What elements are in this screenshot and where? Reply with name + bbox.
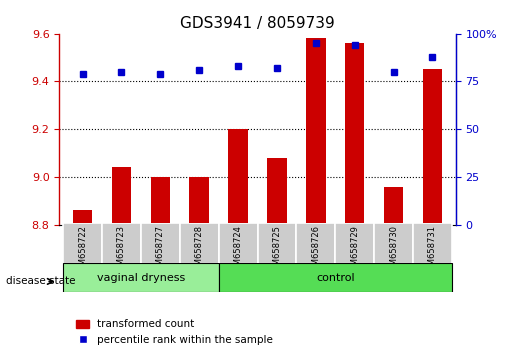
FancyBboxPatch shape [219,223,258,264]
Text: GSM658730: GSM658730 [389,225,398,276]
Bar [267,158,287,225]
FancyBboxPatch shape [413,223,452,264]
FancyBboxPatch shape [258,223,296,264]
Text: GSM658722: GSM658722 [78,225,87,276]
Bar [345,43,365,225]
Text: control: control [316,273,354,282]
Bar [112,167,131,225]
FancyBboxPatch shape [63,223,102,264]
FancyBboxPatch shape [219,263,452,292]
Legend: transformed count, percentile rank within the sample: transformed count, percentile rank withi… [72,315,277,349]
Bar [190,177,209,225]
FancyBboxPatch shape [180,223,219,264]
Bar [73,211,92,225]
FancyBboxPatch shape [63,263,219,292]
FancyBboxPatch shape [374,223,413,264]
Text: GSM658729: GSM658729 [350,225,359,276]
FancyBboxPatch shape [102,223,141,264]
Bar [150,177,170,225]
Text: vaginal dryness: vaginal dryness [97,273,185,282]
Bar [384,187,403,225]
Text: GSM658728: GSM658728 [195,225,204,276]
FancyBboxPatch shape [335,223,374,264]
FancyBboxPatch shape [141,223,180,264]
Bar [306,38,325,225]
Text: GSM658727: GSM658727 [156,225,165,276]
Text: GSM658723: GSM658723 [117,225,126,276]
Bar [228,129,248,225]
Text: disease state: disease state [6,276,76,286]
Text: GSM658731: GSM658731 [428,225,437,276]
Text: GSM658724: GSM658724 [234,225,243,276]
FancyBboxPatch shape [296,223,335,264]
Text: GSM658725: GSM658725 [272,225,281,276]
Title: GDS3941 / 8059739: GDS3941 / 8059739 [180,16,335,31]
Text: GSM658726: GSM658726 [311,225,320,276]
Bar [423,69,442,225]
